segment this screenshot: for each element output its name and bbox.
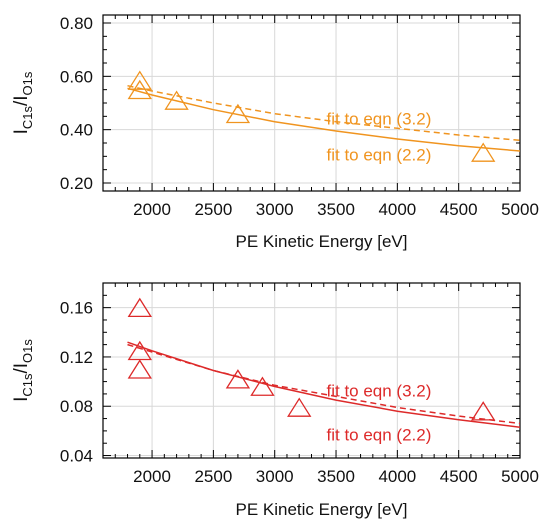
- y-axis-label-part: I: [11, 129, 32, 134]
- fit-annotation: fit to eqn (2.2): [327, 426, 432, 445]
- data-point: [127, 297, 152, 318]
- y-tick-label: 0.40: [60, 121, 93, 140]
- y-axis-label-subscript: C1s: [20, 373, 35, 397]
- y-tick-label: 0.20: [60, 174, 93, 193]
- x-tick-label: 5000: [501, 200, 539, 219]
- plot-frame: [102, 14, 521, 192]
- fit-curve-eqn-2-2: [127, 341, 520, 428]
- data-point: [471, 142, 496, 162]
- plot-frame: [102, 282, 521, 459]
- y-tick-label: 0.12: [60, 348, 93, 367]
- x-tick-label: 3000: [256, 200, 294, 219]
- x-tick-label: 3500: [317, 200, 355, 219]
- y-axis-label: IC1s/IO1s: [11, 339, 35, 402]
- y-axis-label-subscript: O1s: [20, 339, 35, 363]
- fit-annotation: fit to eqn (3.2): [327, 381, 432, 400]
- x-tick-label: 2500: [194, 467, 232, 486]
- x-tick-label: 4000: [378, 200, 416, 219]
- y-axis-label: IC1s/IO1s: [11, 71, 35, 134]
- fit-curve-eqn-2-2: [127, 87, 520, 152]
- y-axis-label-part: /I: [11, 363, 32, 374]
- x-tick-label: 4500: [440, 467, 478, 486]
- y-tick-label: 0.16: [60, 299, 93, 318]
- y-tick-label: 0.08: [60, 397, 93, 416]
- fit-curve-eqn-3-2: [127, 343, 520, 425]
- data-point: [164, 90, 189, 110]
- y-tick-label: 0.80: [60, 14, 93, 33]
- x-tick-label: 2000: [133, 200, 171, 219]
- fit-curve-eqn-3-2: [127, 84, 520, 142]
- data-point: [127, 79, 152, 100]
- data-point: [127, 359, 152, 379]
- data-point: [250, 376, 275, 396]
- y-axis-label-part: /I: [11, 95, 32, 106]
- y-axis-label-subscript: O1s: [20, 71, 35, 95]
- y-tick-label: 0.60: [60, 67, 93, 86]
- x-tick-label: 5000: [501, 467, 539, 486]
- x-tick-label: 2500: [194, 200, 232, 219]
- data-point: [225, 103, 251, 124]
- x-tick-label: 3000: [256, 467, 294, 486]
- x-tick-label: 4000: [378, 467, 416, 486]
- fit-annotation: fit to eqn (2.2): [327, 145, 432, 164]
- chart-panel-1: 2000 2500 3000 3500 4000 4500 5000 0.20 0.40 0.60…: [11, 14, 539, 251]
- y-axis-label-subscript: C1s: [20, 106, 35, 130]
- data-point: [225, 369, 251, 389]
- x-tick-label: 4500: [440, 200, 478, 219]
- data-point: [127, 70, 152, 90]
- y-tick-label: 0.04: [60, 447, 93, 466]
- x-axis-label: PE Kinetic Energy [eV]: [236, 232, 408, 251]
- y-axis-label-part: I: [11, 397, 32, 402]
- fit-annotation: fit to eqn (3.2): [327, 109, 432, 128]
- x-axis-label: PE Kinetic Energy [eV]: [236, 500, 408, 519]
- x-tick-label: 3500: [317, 467, 355, 486]
- data-point: [287, 397, 312, 417]
- x-tick-label: 2000: [133, 467, 171, 486]
- chart-panel-2: 2000 2500 3000 3500 4000 4500 5000 0.04 0.08 0.12…: [11, 282, 539, 519]
- data-point: [471, 401, 496, 421]
